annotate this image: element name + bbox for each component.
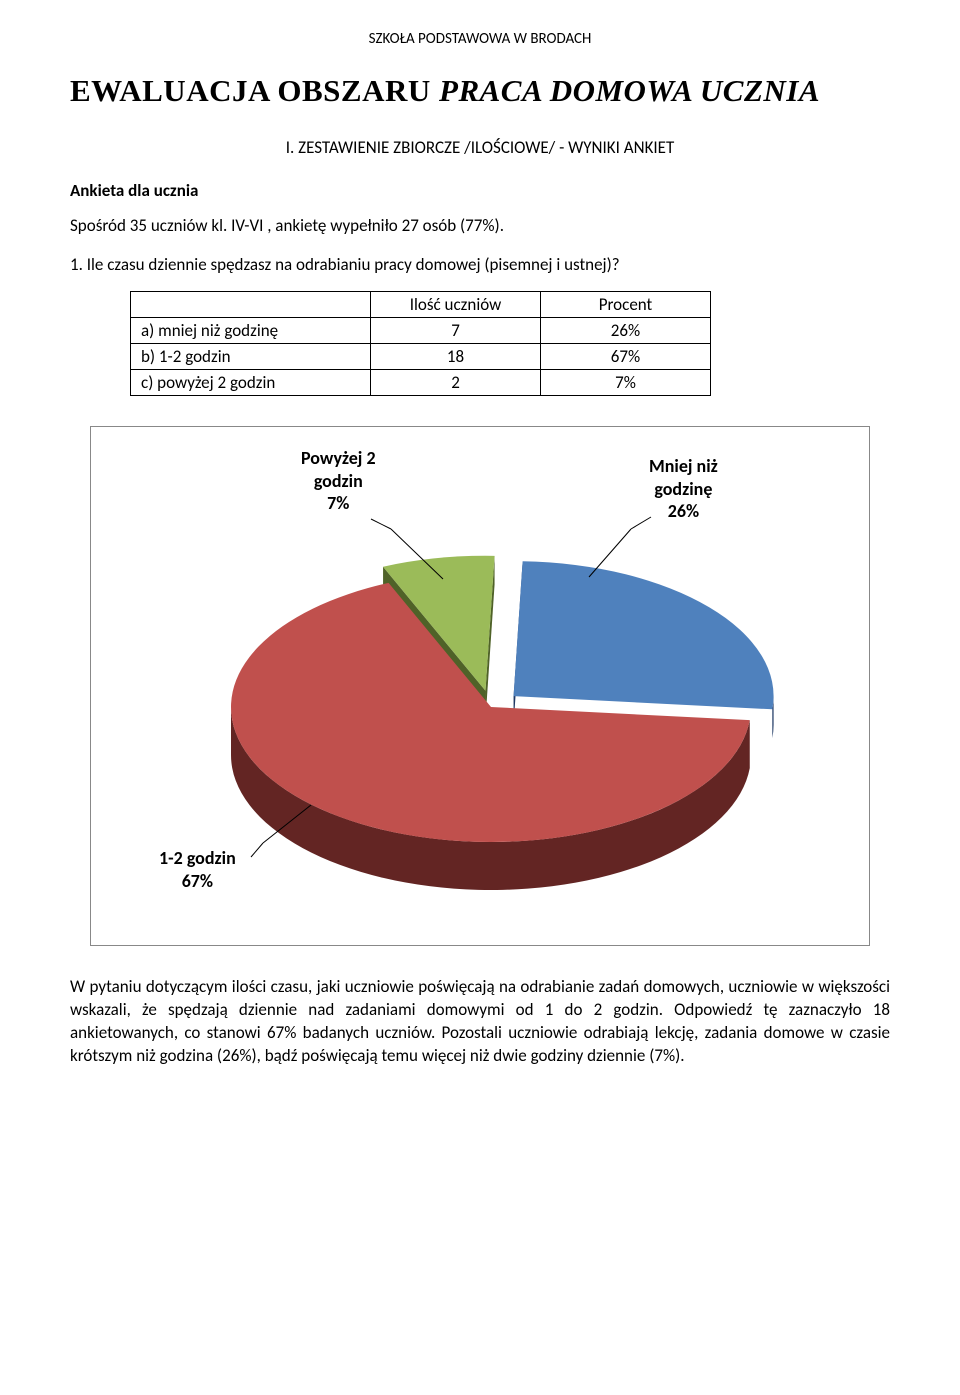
table-cell-pct: 7% — [541, 370, 711, 396]
intro-text: Spośród 35 uczniów kl. IV-VI , ankietę w… — [70, 215, 890, 236]
chart-label-c: 1-2 godzin 67% — [159, 847, 236, 892]
table-cell-label: c) powyżej 2 godzin — [131, 370, 371, 396]
table-header-row: Ilość uczniów Procent — [131, 292, 711, 318]
table-row: b) 1-2 godzin 18 67% — [131, 344, 711, 370]
chart-label-b: Mniej niż godzinę 26% — [649, 455, 718, 523]
table-header-count: Ilość uczniów — [371, 292, 541, 318]
table-cell-label: a) mniej niż godzinę — [131, 318, 371, 344]
pie-chart: Powyżej 2 godzin 7% Mniej niż godzinę 26… — [90, 426, 870, 946]
question-text: 1. Ile czasu dziennie spędzasz na odrabi… — [70, 254, 890, 275]
table-header-pct: Procent — [541, 292, 711, 318]
page-title: EWALUACJA OBSZARU PRACA DOMOWA UCZNIA — [70, 73, 890, 109]
title-part1: EWALUACJA OBSZARU — [70, 73, 439, 108]
table-cell-pct: 26% — [541, 318, 711, 344]
results-table: Ilość uczniów Procent a) mniej niż godzi… — [130, 291, 711, 396]
school-header: SZKOŁA PODSTAWOWA W BRODACH — [70, 30, 890, 48]
table-row: c) powyżej 2 godzin 2 7% — [131, 370, 711, 396]
title-part2: PRACA DOMOWA UCZNIA — [439, 73, 820, 108]
table-cell-count: 7 — [371, 318, 541, 344]
subheading: Ankieta dla ucznia — [70, 180, 890, 201]
table-header-empty — [131, 292, 371, 318]
table-cell-label: b) 1-2 godzin — [131, 344, 371, 370]
section-heading: I. ZESTAWIENIE ZBIORCZE /ILOŚCIOWE/ - WY… — [70, 137, 890, 158]
table-row: a) mniej niż godzinę 7 26% — [131, 318, 711, 344]
analysis-paragraph: W pytaniu dotyczącym ilości czasu, jaki … — [70, 976, 890, 1068]
chart-label-a: Powyżej 2 godzin 7% — [301, 447, 376, 515]
table-cell-count: 18 — [371, 344, 541, 370]
table-cell-pct: 67% — [541, 344, 711, 370]
table-cell-count: 2 — [371, 370, 541, 396]
